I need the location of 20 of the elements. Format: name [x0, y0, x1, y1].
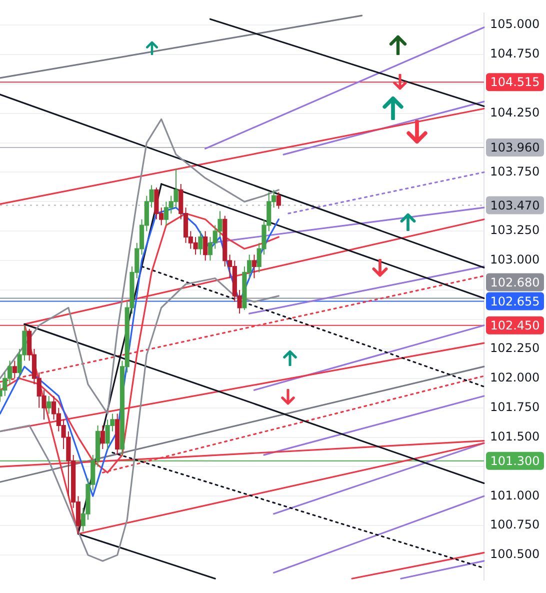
- y-tick-label: 101.000: [490, 488, 540, 502]
- y-tick-label: 103.250: [490, 223, 540, 238]
- y-tick-label: 100.500: [490, 547, 540, 562]
- y-tick-label: 100.750: [490, 518, 540, 532]
- ref-line-label: 101.300: [490, 454, 540, 468]
- y-tick-label: 105.000: [490, 17, 540, 32]
- ref-line-label: 102.680: [490, 275, 540, 290]
- ref-line-label: 103.470: [490, 198, 540, 212]
- y-tick-label: 102.250: [490, 341, 540, 356]
- y-tick-label: 103.000: [490, 252, 540, 267]
- y-tick-label: 101.750: [490, 400, 540, 414]
- y-tick-label: 101.500: [490, 429, 540, 444]
- ref-line-label: 104.515: [490, 75, 540, 90]
- ref-line-label: 102.655: [490, 294, 540, 308]
- ref-line-label: 102.450: [490, 318, 540, 332]
- y-tick-label: 104.750: [490, 46, 540, 61]
- y-tick-label: 104.250: [490, 105, 540, 120]
- y-tick-label: 103.750: [490, 164, 540, 178]
- ref-line-label: 103.960: [490, 140, 540, 155]
- y-tick-label: 102.000: [490, 370, 540, 384]
